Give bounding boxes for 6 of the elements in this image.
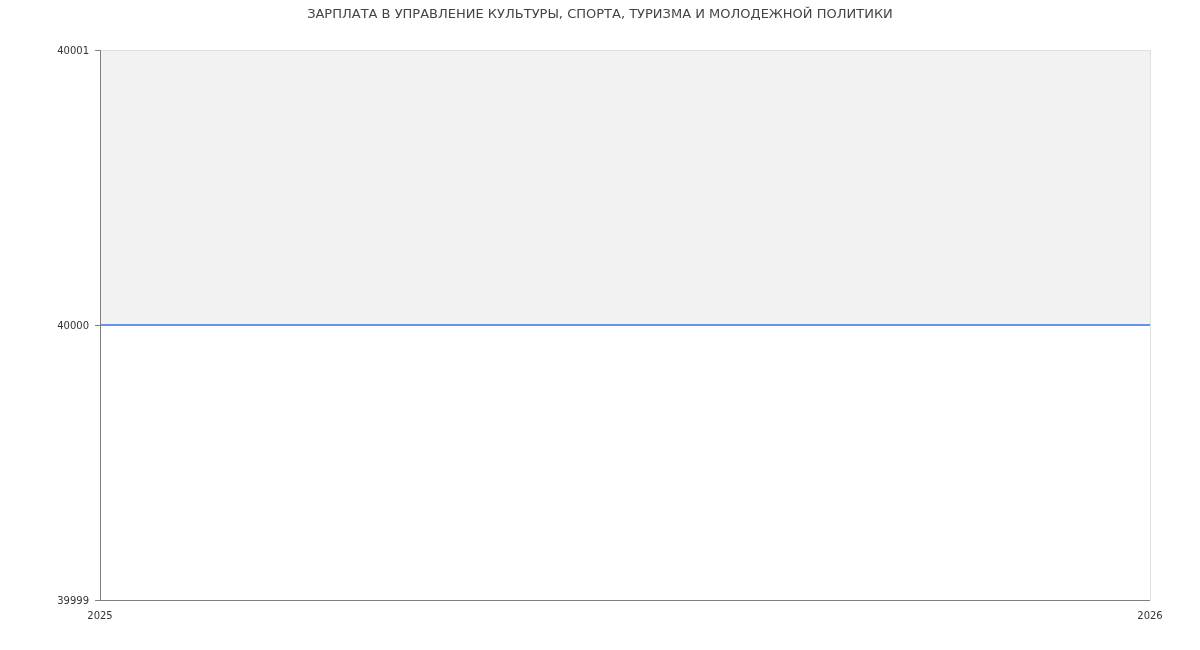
x-tick-label: 2025 xyxy=(87,610,113,621)
y-tick-label: 39999 xyxy=(57,594,89,606)
y-tick-label: 40001 xyxy=(57,44,89,56)
y-tick-label: 40000 xyxy=(57,319,89,331)
x-tick-label: 2026 xyxy=(1137,610,1163,621)
chart-title: ЗАРПЛАТА В УПРАВЛЕНИЕ КУЛЬТУРЫ, СПОРТА, ТУРИЗМА И МОЛОДЕЖНОЙ ПОЛИТИКИ xyxy=(307,6,893,21)
